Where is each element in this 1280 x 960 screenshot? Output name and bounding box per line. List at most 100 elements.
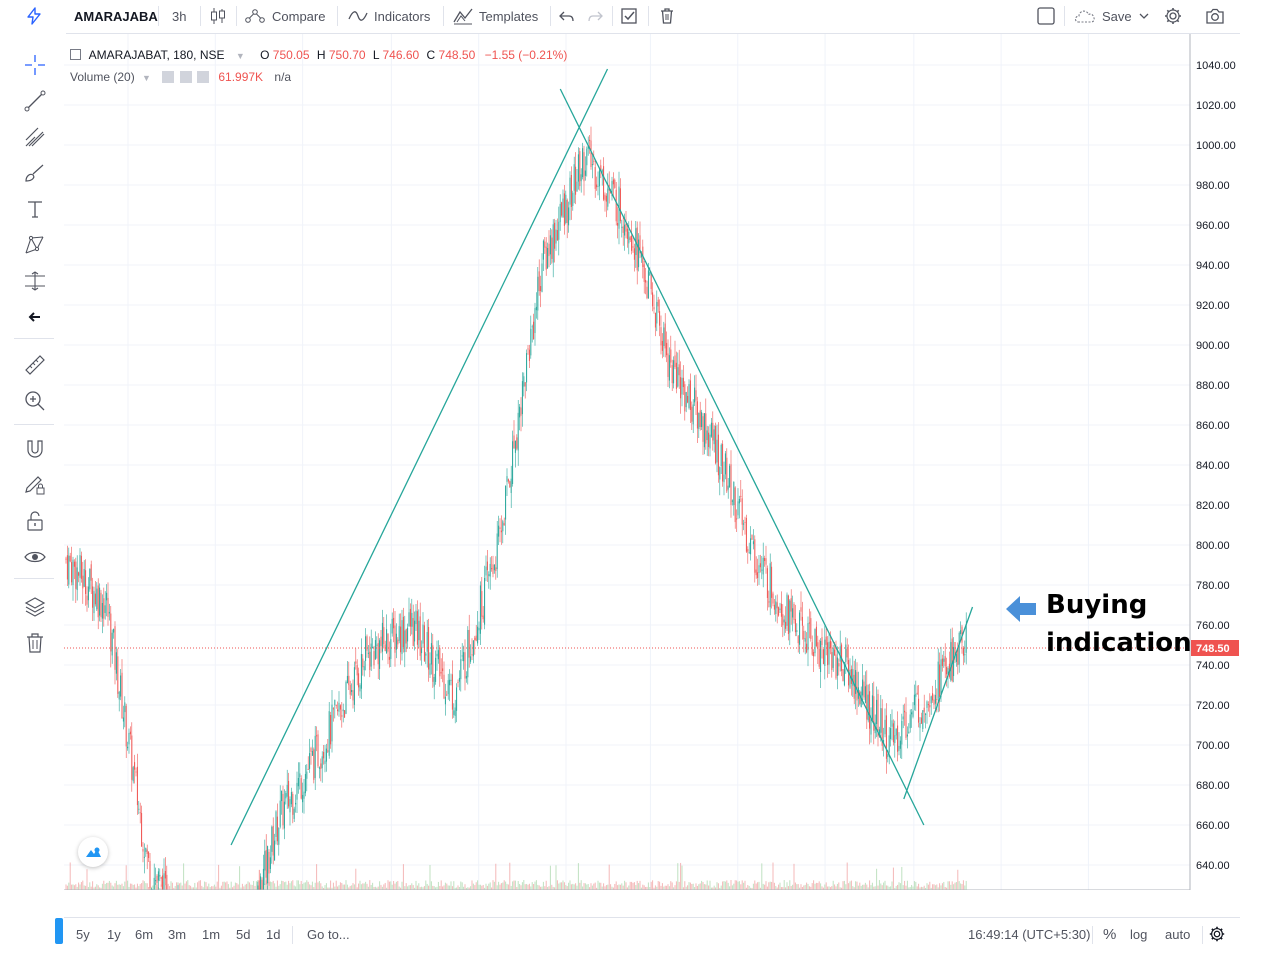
chevron-down-icon[interactable]: ▼ [142, 73, 151, 83]
candle-body [510, 478, 512, 494]
volume-bar [591, 885, 593, 890]
volume-bar [862, 884, 864, 890]
candle-body [575, 166, 577, 195]
eye-icon[interactable] [162, 71, 175, 83]
interval-button[interactable]: 3h [172, 8, 187, 24]
range-1d[interactable]: 1d [266, 926, 281, 942]
candle-body [352, 690, 354, 701]
volume-bar [316, 864, 318, 890]
goto-button[interactable]: Go to... [307, 926, 350, 942]
candle-body [453, 710, 455, 715]
candle-body [492, 564, 494, 574]
gear-icon[interactable] [179, 71, 192, 83]
volume-bar [254, 885, 256, 890]
price-chart[interactable]: 1040.00 1020.00 1000.00 980.00 960.00 940.00 9… [64, 34, 1240, 890]
clock-display[interactable]: 16:49:14 (UTC+5:30) [968, 926, 1091, 942]
checklist-icon[interactable] [620, 0, 638, 32]
candle-body [83, 568, 85, 587]
volume-bar [370, 884, 372, 890]
collapse-icon[interactable] [70, 49, 81, 60]
arrow-left-icon[interactable] [20, 302, 50, 332]
volume-bar [470, 886, 472, 890]
save-button[interactable]: Save [1071, 0, 1132, 32]
undo-icon[interactable] [558, 0, 576, 32]
trash-icon[interactable] [658, 0, 676, 32]
redo-icon[interactable] [586, 0, 604, 32]
pitchfork-icon[interactable] [20, 122, 50, 152]
close-icon[interactable] [197, 71, 209, 83]
chevron-down-icon[interactable]: ▼ [235, 51, 245, 61]
pattern-icon[interactable] [20, 230, 50, 260]
volume-bar [71, 884, 73, 890]
range-5d[interactable]: 5d [236, 926, 251, 942]
volume-bar [646, 886, 648, 890]
range-6m[interactable]: 6m [135, 926, 154, 942]
brush-icon[interactable] [20, 158, 50, 188]
layers-icon[interactable] [20, 592, 50, 622]
candle-body [850, 669, 852, 684]
volume-bar [773, 882, 775, 890]
crosshair-icon[interactable] [20, 50, 50, 80]
templates-button[interactable]: Templates [452, 0, 538, 32]
volume-label[interactable]: Volume (20) [70, 70, 135, 84]
volume-bar [556, 880, 558, 890]
candle-body [619, 188, 621, 222]
eye-icon[interactable] [20, 542, 50, 572]
legend-title[interactable]: AMARAJABAT, 180, NSE [88, 48, 225, 62]
volume-bar [639, 880, 641, 890]
candle-body [80, 555, 82, 579]
text-icon[interactable] [20, 194, 50, 224]
magnet-icon[interactable] [20, 434, 50, 464]
ruler-measure-icon[interactable] [20, 266, 50, 296]
volume-bar [114, 883, 116, 890]
compare-button[interactable]: Compare [244, 0, 325, 32]
volume-bar [152, 885, 154, 890]
volume-bar [636, 880, 638, 890]
candle-body [936, 698, 938, 701]
unlock-icon[interactable] [20, 506, 50, 536]
candle-body [160, 877, 162, 879]
chart-area[interactable]: 1040.00 1020.00 1000.00 980.00 960.00 940.00 9… [64, 34, 1240, 890]
zoom-in-icon[interactable] [20, 386, 50, 416]
volume-bar [584, 883, 586, 890]
trash-icon[interactable] [20, 628, 50, 658]
save-options-button[interactable] [1138, 0, 1150, 32]
candle-body [132, 767, 134, 782]
candle-body [764, 558, 766, 561]
volume-bar [923, 885, 925, 890]
log-toggle[interactable]: log [1130, 926, 1148, 942]
gear-icon[interactable] [1163, 0, 1183, 32]
volume-bar [278, 885, 280, 890]
percent-toggle[interactable]: % [1103, 925, 1117, 943]
range-1y[interactable]: 1y [107, 926, 121, 942]
range-1m[interactable]: 1m [202, 926, 221, 942]
collapse-handle[interactable] [55, 918, 63, 944]
symbol-search[interactable]: AMARAJABA [74, 8, 158, 24]
camera-icon[interactable] [1204, 0, 1226, 32]
candle-body [409, 608, 411, 627]
candle-body [334, 699, 336, 706]
tradingview-logo[interactable] [78, 837, 108, 867]
indicators-button[interactable]: Indicators [347, 0, 430, 32]
volume-bar [605, 885, 607, 890]
range-5y[interactable]: 5y [76, 926, 90, 942]
compare-icon [245, 9, 265, 23]
range-3m[interactable]: 3m [168, 926, 187, 942]
candle-body [926, 701, 928, 708]
candle-body [474, 637, 476, 641]
volume-bar [723, 881, 725, 890]
auto-toggle[interactable]: auto [1165, 926, 1191, 942]
volume-bar [703, 884, 705, 890]
trend-line-icon[interactable] [20, 86, 50, 116]
candle-body [85, 570, 87, 594]
volume-bar [747, 885, 749, 890]
volume-bar [673, 887, 675, 890]
pencil-lock-icon[interactable] [20, 470, 50, 500]
candles-icon[interactable] [209, 0, 227, 32]
candle-body [908, 731, 910, 734]
ruler-icon[interactable] [20, 350, 50, 380]
gear-icon[interactable] [1208, 918, 1226, 950]
bolt-icon[interactable] [24, 0, 44, 32]
fullscreen-icon[interactable] [1036, 0, 1056, 32]
candle-body [757, 572, 759, 579]
